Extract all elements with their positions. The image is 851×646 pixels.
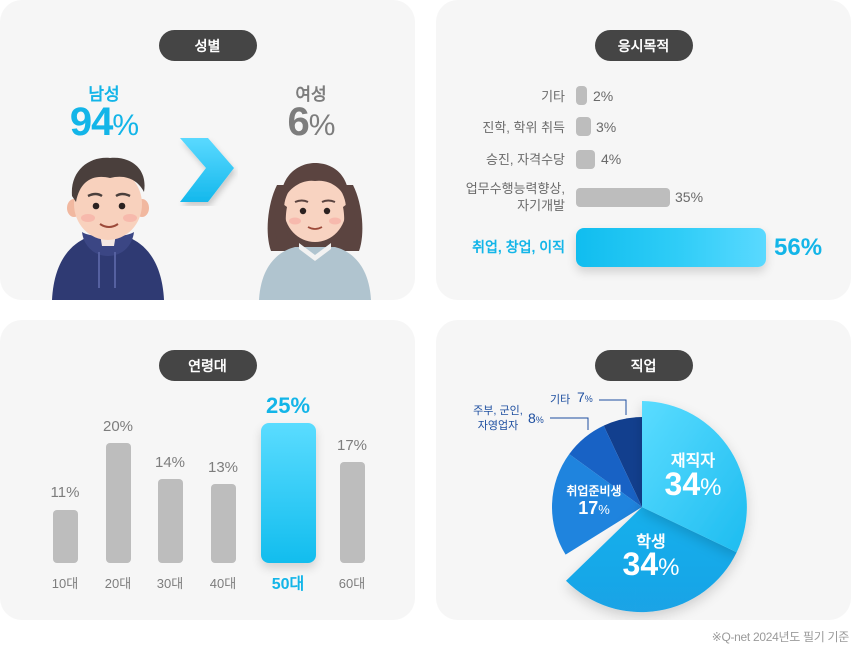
purpose-row-bar: [576, 117, 591, 136]
age-bar-value: 17%: [336, 437, 368, 454]
pie-slice-employee: [642, 401, 747, 553]
age-bar: [211, 484, 236, 563]
age-bar: [53, 510, 78, 563]
purpose-row-value: 2%: [593, 88, 614, 104]
age-bar-label: 30대: [156, 576, 184, 591]
age-bar-value: 13%: [207, 459, 239, 476]
pie-label-homemaker: 주부, 군인, 자영업자: [473, 405, 523, 432]
pie-label-employee: 재직자: [670, 453, 716, 470]
male-avatar-illustration: [52, 157, 164, 300]
job-card: 직업 재직자 34% 학생 34% 취업준비생 17% 주부, 군인,: [436, 320, 851, 620]
gender-title-pill: 성별: [158, 30, 257, 61]
pie-value-other: 7%: [577, 389, 593, 405]
purpose-row-bar: [576, 188, 670, 207]
pie-value-homemaker: 8%: [528, 410, 544, 426]
age-bar: [106, 443, 131, 563]
pie-slice-student: [566, 507, 737, 613]
purpose-row-value: 3%: [596, 119, 617, 135]
female-avatar-illustration: [259, 163, 371, 300]
pie-value-jobseeker: 17%: [578, 498, 610, 518]
purpose-row-label: 업무수행능력향상, 자기개발: [465, 181, 565, 213]
purpose-row-label: 진학, 학위 취득: [482, 120, 565, 135]
purpose-row-value: 35%: [675, 189, 704, 205]
age-bar-highlight: [261, 423, 316, 563]
purpose-card: 응시목적 기타 2% 진학, 학위 취득 3% 승진, 자격수당 4% 업무수행…: [436, 0, 851, 300]
age-title-pill: 연령대: [158, 350, 257, 381]
age-card: 연령대 11% 10대 20% 20대 14% 30대 13% 40대 25% …: [0, 320, 415, 620]
purpose-row-bar: [576, 86, 587, 105]
age-bar-label: 60대: [338, 576, 366, 591]
age-bar-value: 20%: [102, 418, 134, 435]
female-label: 여성: [295, 85, 327, 104]
age-bar-label-highlight: 50대: [271, 576, 305, 593]
pie-slice-jobseeker: [551, 454, 642, 555]
purpose-row-label: 승진, 자격수당: [486, 152, 565, 167]
male-label: 남성: [88, 85, 120, 104]
job-title-pill: 직업: [594, 350, 693, 381]
leader-line-homemaker: [550, 417, 589, 430]
pie-label-jobseeker: 취업준비생: [566, 484, 622, 498]
age-bar-value: 11%: [50, 484, 80, 501]
purpose-row-value: 4%: [601, 151, 622, 167]
age-bar-value: 14%: [154, 454, 186, 471]
source-footnote: ※Q-net 2024년도 필기 기준: [711, 630, 850, 644]
pie-label-student: 학생: [636, 534, 666, 551]
pie-slice-homemaker: [569, 425, 642, 507]
female-value: 6%: [287, 100, 336, 144]
purpose-row-bar: [576, 150, 595, 169]
chevron-right-icon: [180, 138, 234, 202]
male-value: 94%: [69, 100, 139, 144]
age-bar-value-highlight: 25%: [265, 393, 311, 418]
purpose-row-bar: [576, 228, 766, 267]
age-bar-label: 10대: [51, 576, 79, 591]
gender-card: 성별 남성 94% 여성 6%: [0, 0, 415, 300]
pie-value-student: 34%: [622, 546, 680, 582]
pie-label-other: 기타: [550, 394, 571, 406]
purpose-row-value: 56%: [774, 234, 823, 261]
age-bar: [158, 479, 183, 563]
age-bar: [340, 462, 365, 563]
purpose-row-label: 취업, 창업, 이직: [472, 239, 565, 255]
pie-slice-other: [603, 417, 642, 507]
purpose-row-label: 기타: [541, 89, 565, 104]
purpose-title-pill: 응시목적: [594, 30, 693, 61]
age-bar-label: 20대: [104, 576, 132, 591]
pie-value-employee: 34%: [664, 466, 722, 502]
age-bar-label: 40대: [209, 576, 237, 591]
job-pie-chart: [550, 399, 747, 613]
leader-line-other: [599, 399, 627, 415]
